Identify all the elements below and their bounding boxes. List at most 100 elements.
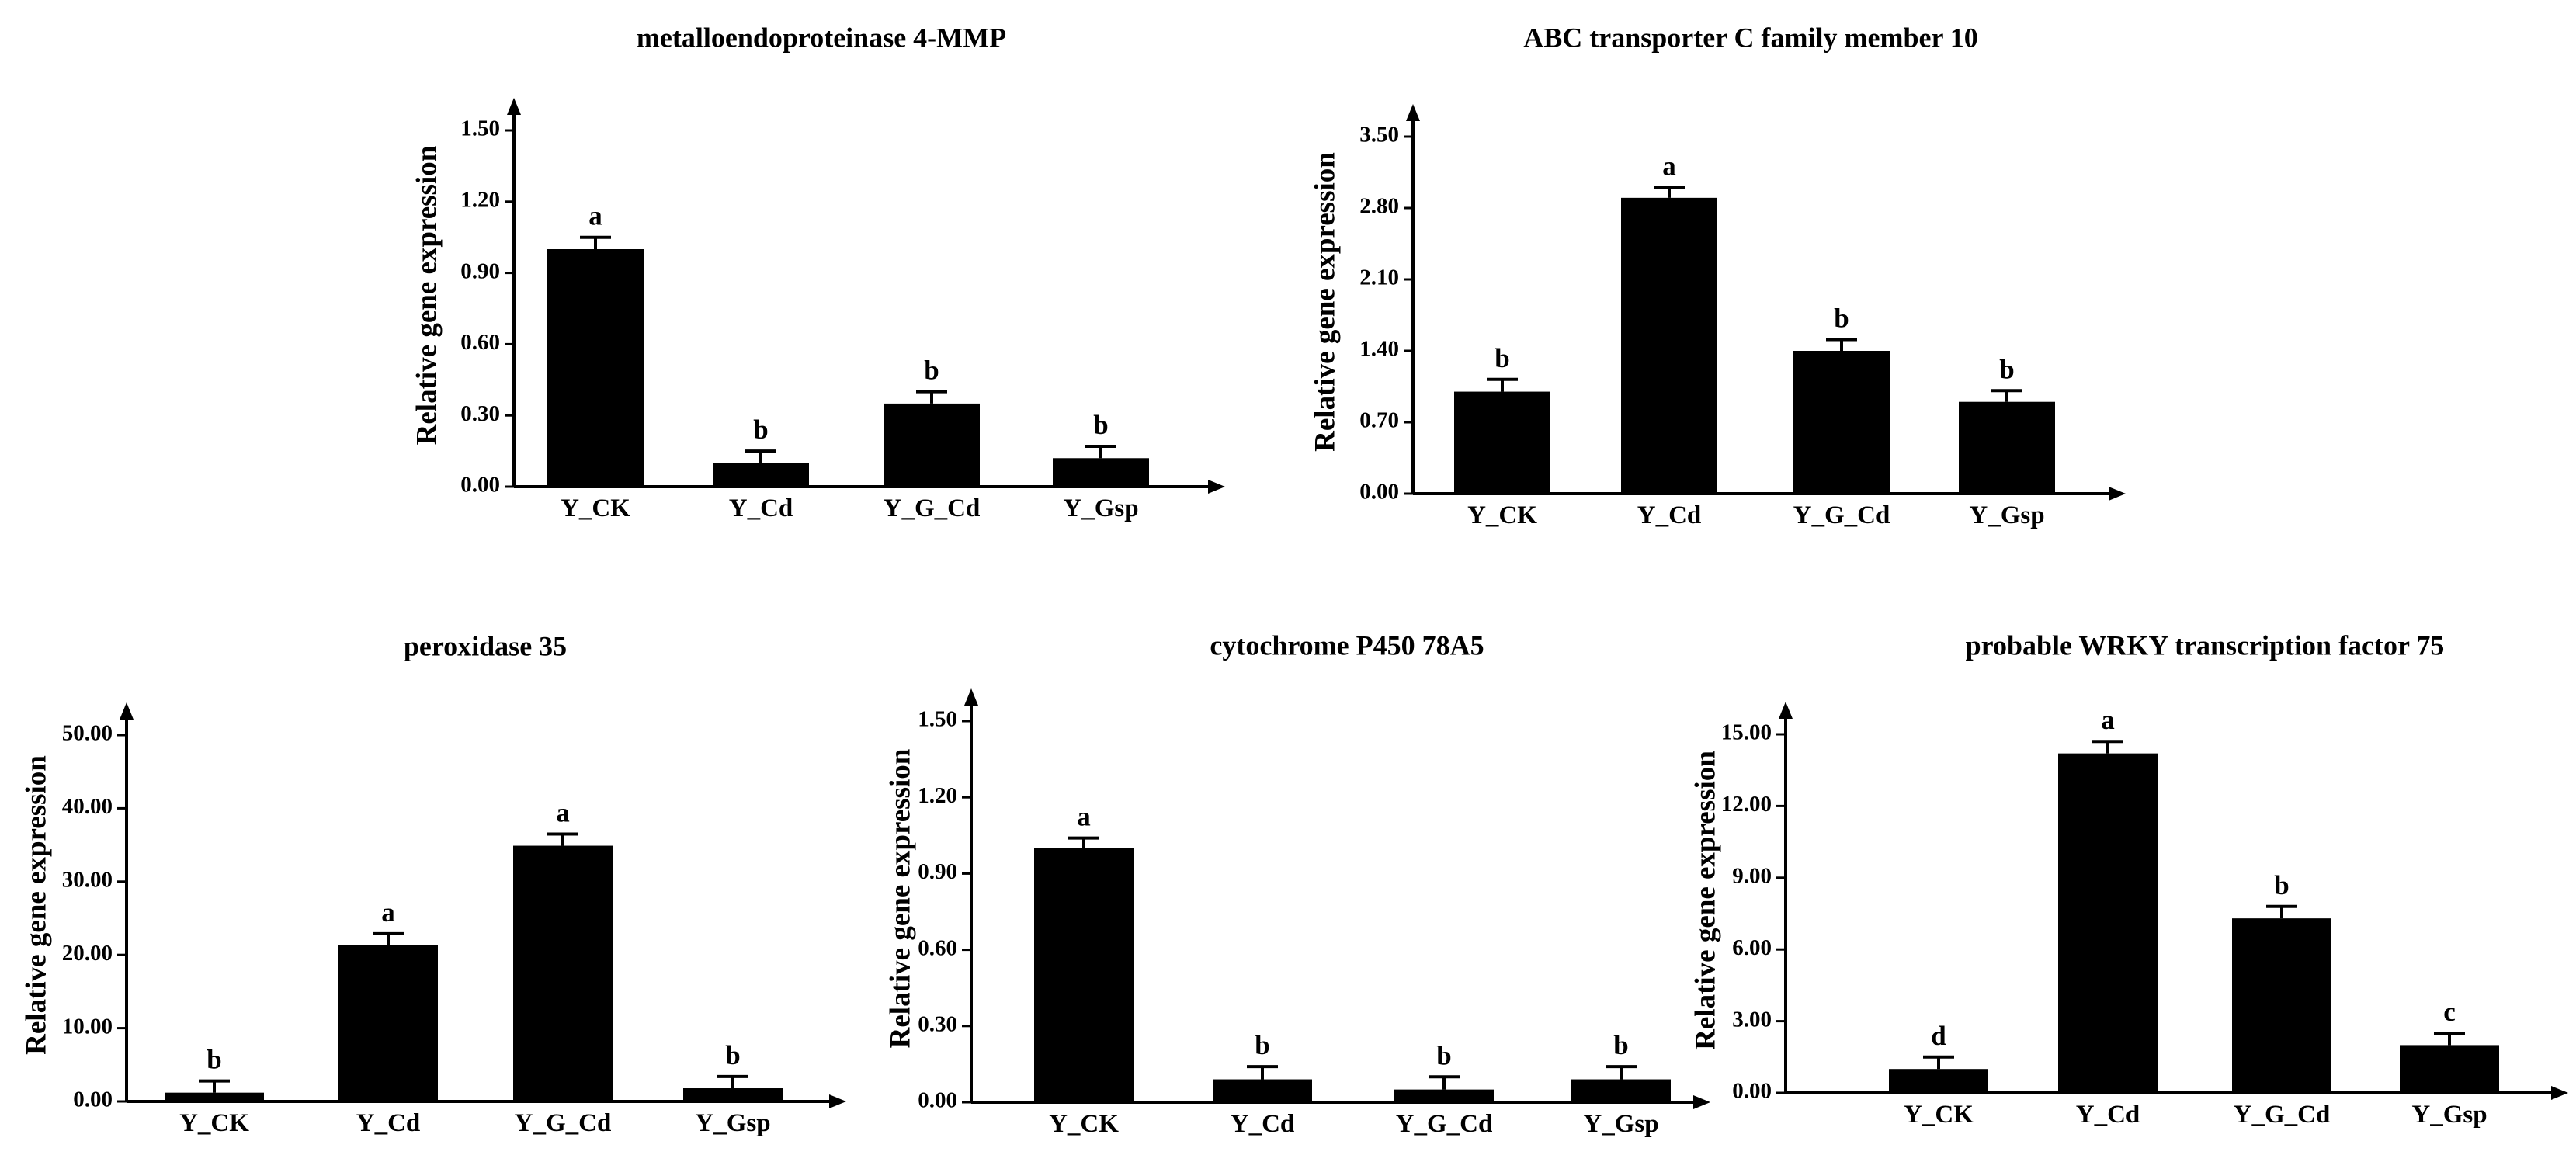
category-label-Y_Gsp: Y_Gsp: [1969, 501, 2044, 529]
chart-title: probable WRKY transcription factor 75: [1966, 630, 2445, 661]
significance-label-Y_CK: d: [1931, 1021, 1946, 1051]
significance-label-Y_Cd: a: [381, 897, 395, 928]
y-tick-label: 0.30: [460, 401, 500, 426]
significance-label-Y_CK: a: [1077, 802, 1091, 832]
y-axis-arrow: [1406, 104, 1420, 121]
x-axis-arrow: [1208, 480, 1225, 494]
category-label-Y_Cd: Y_Cd: [1637, 501, 1702, 529]
bar-Y_G_Cd: [2232, 918, 2331, 1093]
y-tick-label: 0.60: [918, 935, 957, 960]
y-tick-label: 20.00: [62, 941, 113, 966]
y-tick-label: 3.50: [1359, 123, 1399, 147]
bar-Y_Gsp: [2400, 1045, 2499, 1093]
y-tick-label: 12.00: [1721, 792, 1772, 817]
y-tick-label: 0.00: [460, 473, 500, 498]
category-label-Y_G_Cd: Y_G_Cd: [2234, 1101, 2331, 1129]
significance-label-Y_Gsp: b: [725, 1040, 740, 1070]
y-tick-label: 1.50: [460, 116, 500, 141]
bar-Y_CK: [1454, 391, 1550, 494]
category-label-Y_CK: Y_CK: [1904, 1101, 1974, 1129]
category-label-Y_Cd: Y_Cd: [2076, 1101, 2140, 1129]
significance-label-Y_Cd: b: [753, 414, 768, 445]
y-tick-label: 1.40: [1359, 337, 1399, 362]
y-axis-arrow: [1779, 702, 1793, 719]
y-tick-label: 0.00: [1359, 480, 1399, 505]
category-label-Y_CK: Y_CK: [1049, 1110, 1119, 1138]
category-label-Y_CK: Y_CK: [1467, 501, 1537, 529]
category-label-Y_Cd: Y_Cd: [356, 1109, 421, 1137]
bar-Y_Cd: [2058, 753, 2158, 1093]
significance-label-Y_CK: b: [1495, 343, 1509, 373]
category-label-Y_G_Cd: Y_G_Cd: [515, 1109, 612, 1137]
significance-label-Y_CK: a: [588, 201, 602, 231]
category-label-Y_Cd: Y_Cd: [1231, 1110, 1295, 1138]
chart-title: ABC transporter C family member 10: [1523, 22, 1978, 53]
y-tick-label: 1.50: [918, 707, 957, 732]
y-tick-label: 1.20: [918, 783, 957, 808]
significance-label-Y_Cd: a: [2101, 705, 2115, 735]
chart-title: cytochrome P450 78A5: [1210, 630, 1484, 661]
bar-Y_CK: [165, 1092, 264, 1101]
bar-Y_CK: [547, 249, 644, 487]
y-tick-label: 0.00: [918, 1088, 957, 1113]
y-tick-label: 6.00: [1732, 935, 1772, 960]
y-tick-label: 0.30: [918, 1011, 957, 1036]
y-tick-label: 50.00: [62, 721, 113, 746]
x-axis-arrow: [2551, 1086, 2568, 1100]
bar-Y_G_Cd: [513, 845, 613, 1101]
chart-panel-4: cytochrome P450 78A5 0.00 0.30 0.60 0.90 1.20…: [884, 630, 1710, 1138]
category-label-Y_Gsp: Y_Gsp: [1583, 1110, 1658, 1138]
significance-label-Y_Cd: a: [1662, 151, 1676, 182]
category-label-Y_Gsp: Y_Gsp: [2411, 1101, 2487, 1129]
y-tick-label: 1.20: [460, 187, 500, 212]
bar-Y_G_Cd: [1394, 1089, 1494, 1102]
chart-panel-5: probable WRKY transcription factor 75 0.0…: [1689, 630, 2568, 1129]
category-label-Y_G_Cd: Y_G_Cd: [884, 494, 981, 522]
bar-Y_Gsp: [1571, 1079, 1671, 1102]
x-axis-arrow: [1693, 1095, 1710, 1109]
bar-Y_Cd: [338, 945, 438, 1101]
bar-Y_Cd: [713, 463, 809, 487]
y-tick-label: 0.00: [73, 1087, 113, 1112]
bar-Y_G_Cd: [1793, 351, 1890, 494]
bar-Y_CK: [1034, 848, 1134, 1102]
chart-panel-3: peroxidase 35 0.00 10.00 20.00 30.00 40.00 50.…: [20, 630, 846, 1137]
category-label-Y_G_Cd: Y_G_Cd: [1793, 501, 1890, 529]
category-label-Y_Cd: Y_Cd: [729, 494, 793, 522]
category-label-Y_G_Cd: Y_G_Cd: [1396, 1110, 1493, 1138]
y-tick-label: 15.00: [1721, 720, 1772, 745]
y-axis-label: Relative gene expression: [411, 145, 443, 445]
y-tick-label: 0.00: [1732, 1079, 1772, 1104]
significance-label-Y_Gsp: b: [1999, 354, 2014, 384]
significance-label-Y_Gsp: b: [1093, 410, 1108, 440]
chart-title: peroxidase 35: [404, 630, 567, 661]
significance-label-Y_G_Cd: b: [1834, 303, 1849, 334]
y-tick-label: 0.90: [460, 258, 500, 283]
y-axis-label: Relative gene expression: [1689, 751, 1721, 1050]
category-label-Y_Gsp: Y_Gsp: [1063, 494, 1138, 522]
category-label-Y_Gsp: Y_Gsp: [695, 1109, 770, 1137]
y-axis-label: Relative gene expression: [884, 748, 916, 1048]
category-label-Y_CK: Y_CK: [561, 494, 630, 522]
y-axis-label: Relative gene expression: [20, 755, 52, 1055]
y-tick-label: 2.10: [1359, 265, 1399, 290]
category-label-Y_CK: Y_CK: [179, 1109, 249, 1137]
y-tick-label: 30.00: [62, 867, 113, 892]
y-tick-label: 40.00: [62, 794, 113, 819]
chart-panel-2: ABC transporter C family member 10 0.00 0.…: [1309, 22, 2126, 529]
chart-panel-1: metalloendoproteinase 4-MMP 0.00 0.30 0.60 0…: [411, 22, 1225, 522]
y-tick-label: 0.70: [1359, 408, 1399, 433]
bar-Y_Gsp: [1959, 401, 2055, 494]
y-tick-label: 0.60: [460, 330, 500, 355]
significance-label-Y_G_Cd: a: [556, 797, 570, 827]
bar-Y_G_Cd: [884, 403, 980, 487]
y-tick-label: 3.00: [1732, 1007, 1772, 1032]
significance-label-Y_Gsp: c: [2443, 997, 2456, 1027]
y-tick-label: 9.00: [1732, 863, 1772, 888]
x-axis-arrow: [829, 1094, 846, 1108]
y-tick-label: 10.00: [62, 1014, 113, 1039]
significance-label-Y_G_Cd: b: [2274, 870, 2289, 900]
x-axis-arrow: [2109, 487, 2126, 501]
bar-Y_Gsp: [1053, 458, 1149, 487]
